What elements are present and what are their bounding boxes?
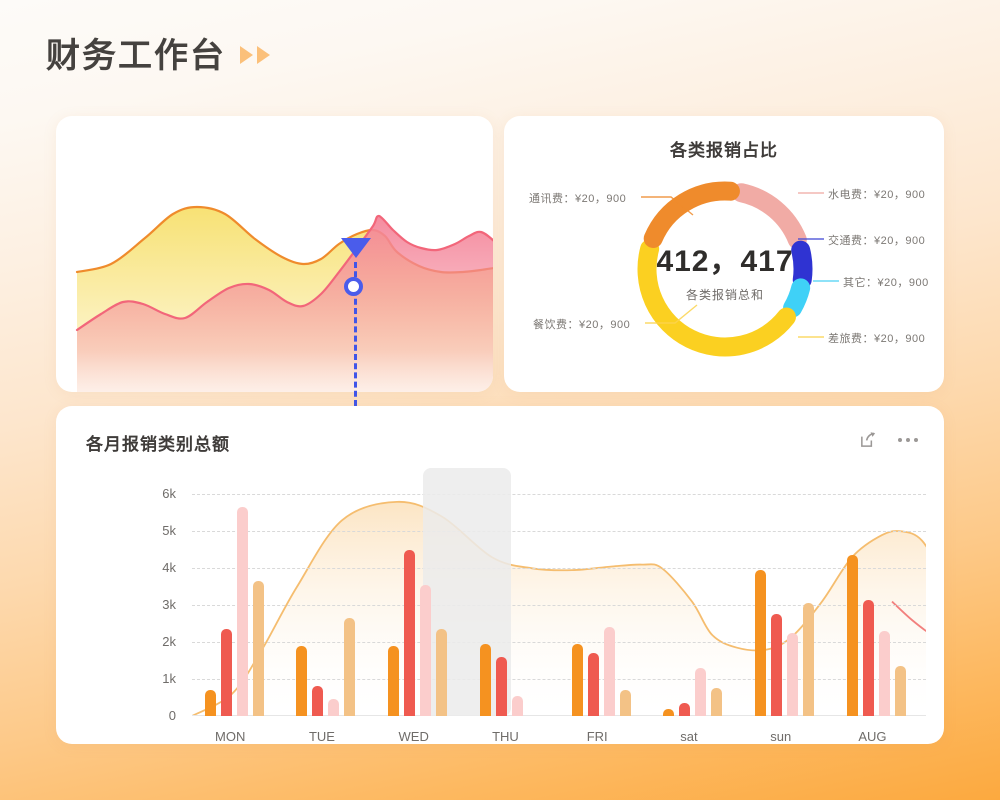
bar[interactable] — [571, 644, 583, 716]
y-axis-label: 0 — [168, 708, 176, 723]
bar[interactable] — [220, 629, 232, 716]
y-axis-label: 5k — [162, 523, 176, 539]
bar[interactable] — [420, 584, 432, 716]
label-transport: 交通费：¥20，900 — [828, 235, 926, 247]
circle-handle-icon[interactable] — [344, 277, 363, 296]
bar[interactable] — [328, 699, 340, 716]
page-title: 财务工作台 — [46, 37, 226, 75]
bar-chart-title: 各月报销类别总额 — [86, 435, 230, 454]
grid-line — [192, 531, 926, 533]
label-other: 其它：¥20，900 — [843, 277, 929, 289]
area-chart-svg — [75, 205, 493, 392]
x-axis-label: WED — [398, 729, 429, 744]
label-telecom: 通讯费：¥20，900 — [529, 193, 627, 205]
triangle-down-marker-icon[interactable] — [341, 238, 371, 258]
bar[interactable] — [344, 618, 356, 716]
y-axis-label: 1k — [162, 671, 176, 687]
bar[interactable] — [663, 708, 675, 716]
x-axis-baseline — [192, 715, 926, 716]
x-axis-label: sun — [770, 729, 792, 744]
bar[interactable] — [511, 695, 523, 716]
bar[interactable] — [296, 645, 308, 716]
donut-chart-title: 各类报销占比 — [670, 141, 778, 160]
y-axis-label: 4k — [162, 560, 176, 576]
donut-total-value: 412，417 — [656, 244, 794, 278]
bar[interactable] — [388, 645, 400, 716]
dot-1 — [898, 437, 902, 442]
area-chart-plot — [56, 116, 493, 392]
label-utilities: 水电费：¥20，900 — [828, 189, 926, 201]
bar[interactable] — [619, 690, 631, 716]
bar-chart-overlay-area — [192, 500, 926, 716]
bar[interactable] — [603, 627, 615, 716]
page-header: 财务工作台 — [46, 28, 270, 77]
bar[interactable] — [252, 581, 264, 716]
double-triangle-right-icon[interactable] — [240, 45, 270, 64]
x-axis-label: FRI — [586, 729, 608, 744]
bar[interactable] — [711, 688, 723, 716]
bar[interactable] — [878, 631, 890, 716]
x-axis-label: sat — [680, 729, 698, 744]
more-dots-icon[interactable] — [898, 437, 918, 442]
bar[interactable] — [755, 570, 767, 716]
donut-total-label: 各类报销总和 — [685, 287, 764, 302]
y-axis-label: 2k — [162, 634, 176, 650]
bar[interactable] — [695, 668, 707, 716]
x-axis-label: THU — [492, 729, 519, 744]
bar[interactable] — [894, 666, 906, 716]
marker-dashed-line — [354, 262, 357, 452]
x-axis-label: AUG — [858, 729, 887, 744]
grid-line — [192, 494, 926, 496]
dot-2 — [906, 437, 910, 442]
bar[interactable] — [846, 555, 858, 716]
label-travel: 差旅费：¥20，900 — [828, 333, 926, 345]
label-catering: 餐饮费：¥20，900 — [533, 319, 631, 331]
bar[interactable] — [679, 703, 691, 716]
bar[interactable] — [587, 653, 599, 716]
x-axis-label: TUE — [308, 729, 335, 744]
bar[interactable] — [787, 632, 799, 716]
bar[interactable] — [479, 644, 491, 716]
bar-chart-card[interactable]: 各月报销类别总额 0 1k 2k 3k 4k 5k 6k MON TUE WED THU FRI sat… — [56, 406, 944, 744]
bar[interactable] — [404, 549, 416, 716]
bar[interactable] — [771, 614, 783, 716]
donut-chart-card[interactable]: 各类报销占比 412，417 各类报销总和 — [504, 116, 944, 392]
bar[interactable] — [236, 507, 248, 716]
grid-line — [192, 642, 926, 644]
x-axis-label: MON — [215, 729, 246, 744]
area-chart-card[interactable] — [56, 116, 493, 456]
triangle-right-icon-1 — [240, 45, 253, 64]
triangle-right-icon-2 — [257, 45, 270, 64]
bar[interactable] — [312, 686, 324, 716]
bar[interactable] — [204, 690, 216, 716]
grid-line — [192, 605, 926, 607]
bar[interactable] — [862, 599, 874, 716]
y-axis-label: 6k — [162, 486, 176, 502]
bar-chart-actions — [859, 430, 918, 449]
grid-line — [192, 679, 926, 681]
bar[interactable] — [495, 656, 507, 716]
dot-3 — [914, 437, 918, 442]
bar-chart-plot: 0 1k 2k 3k 4k 5k 6k MON TUE WED THU FRI sat sun AUG — [142, 468, 926, 744]
share-export-icon[interactable] — [859, 430, 878, 449]
bar[interactable] — [803, 603, 815, 716]
bar[interactable] — [436, 629, 448, 716]
grid-line — [192, 568, 926, 570]
y-axis-label: 3k — [162, 597, 176, 613]
donut-center-block: 412，417 各类报销总和 — [622, 166, 828, 372]
